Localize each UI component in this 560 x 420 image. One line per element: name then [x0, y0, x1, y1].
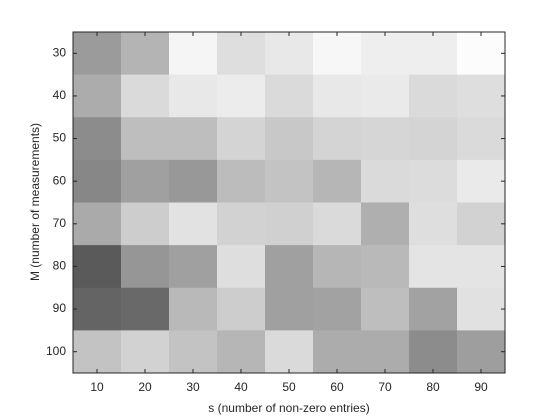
heatmap-cell	[409, 32, 458, 76]
heatmap-cell	[409, 74, 458, 118]
heatmap-cell	[361, 287, 410, 331]
heatmap-cell	[409, 117, 458, 161]
x-tick-label: 20	[138, 380, 152, 394]
heatmap-cell	[73, 287, 122, 331]
heatmap-cell	[217, 330, 266, 374]
heatmap-cell	[169, 287, 218, 331]
heatmap-cell	[361, 159, 410, 203]
heatmap-cell	[457, 330, 506, 374]
x-tick-label: 10	[90, 380, 104, 394]
heatmap-cell	[121, 202, 170, 246]
y-tick-label: 90	[53, 301, 67, 315]
heatmap-cell	[169, 32, 218, 76]
heatmap-cell	[361, 74, 410, 118]
heatmap-cell	[313, 202, 362, 246]
heatmap-cell	[409, 159, 458, 203]
heatmap-cell	[121, 159, 170, 203]
heatmap-cell	[265, 245, 314, 289]
x-axis-label: s (number of non-zero entries)	[208, 401, 369, 415]
y-tick-label: 50	[53, 131, 67, 145]
heatmap-cell	[457, 74, 506, 118]
heatmap-cell	[73, 330, 122, 374]
heatmap-cell	[169, 202, 218, 246]
heatmap-cell	[313, 330, 362, 374]
heatmap-cell	[313, 32, 362, 76]
heatmap-cell	[361, 330, 410, 374]
x-tick-label: 60	[330, 380, 344, 394]
heatmap-cell	[313, 287, 362, 331]
heatmap-cell	[457, 117, 506, 161]
heatmap-cell	[409, 287, 458, 331]
heatmap-cell	[121, 287, 170, 331]
x-tick-label: 40	[234, 380, 248, 394]
y-axis-label: M (number of measurements)	[28, 123, 42, 281]
heatmap-cell	[217, 117, 266, 161]
y-tick-label: 40	[53, 88, 67, 102]
heatmap-cell	[409, 330, 458, 374]
x-tick-label: 90	[474, 380, 488, 394]
heatmap-cell	[217, 159, 266, 203]
heatmap-cell	[73, 245, 122, 289]
heatmap-cell	[313, 74, 362, 118]
heatmap-cell	[409, 202, 458, 246]
heatmap-cell	[361, 245, 410, 289]
heatmap-cell	[457, 32, 506, 76]
heatmap-cell	[313, 159, 362, 203]
heatmap-cell	[265, 32, 314, 76]
heatmap-cell	[457, 159, 506, 203]
heatmap-cell	[265, 287, 314, 331]
y-tick-label: 80	[53, 259, 67, 273]
heatmap-cell	[121, 330, 170, 374]
heatmap-cell	[73, 202, 122, 246]
heatmap-cell	[265, 159, 314, 203]
y-tick-label: 100	[46, 344, 66, 358]
heatmap-cell	[457, 202, 506, 246]
heatmap-cell	[73, 159, 122, 203]
x-tick-label: 80	[426, 380, 440, 394]
heatmap-cell	[361, 117, 410, 161]
heatmap-cell	[265, 74, 314, 118]
heatmap-cell	[217, 287, 266, 331]
heatmap-cell	[313, 245, 362, 289]
heatmap-cell	[361, 202, 410, 246]
x-tick-label: 50	[282, 380, 296, 394]
heatmap-cell	[73, 74, 122, 118]
heatmap-cell	[73, 117, 122, 161]
heatmap-cell	[361, 32, 410, 76]
y-tick-label: 60	[53, 173, 67, 187]
heatmap-cell	[217, 32, 266, 76]
heatmap-cell	[121, 245, 170, 289]
x-tick-label: 30	[186, 380, 200, 394]
heatmap-cell	[457, 287, 506, 331]
heatmap-cell	[409, 245, 458, 289]
heatmap-cell	[217, 74, 266, 118]
heatmap-cell	[121, 117, 170, 161]
heatmap-cell	[265, 117, 314, 161]
y-tick-label: 70	[53, 216, 67, 230]
heatmap-cell	[169, 330, 218, 374]
heatmap-cell	[169, 159, 218, 203]
heatmap-cell	[121, 74, 170, 118]
heatmap-cell	[217, 202, 266, 246]
heatmap-cell	[73, 32, 122, 76]
heatmap-cell	[169, 117, 218, 161]
heatmap-cell	[265, 330, 314, 374]
heatmap-cell	[313, 117, 362, 161]
heatmap-cell	[217, 245, 266, 289]
heatmap-cell	[169, 245, 218, 289]
heatmap-cells	[73, 32, 506, 374]
heatmap-cell	[169, 74, 218, 118]
heatmap-cell	[457, 245, 506, 289]
y-tick-label: 30	[53, 45, 67, 59]
x-tick-label: 70	[378, 380, 392, 394]
heatmap-cell	[265, 202, 314, 246]
heatmap-cell	[121, 32, 170, 76]
